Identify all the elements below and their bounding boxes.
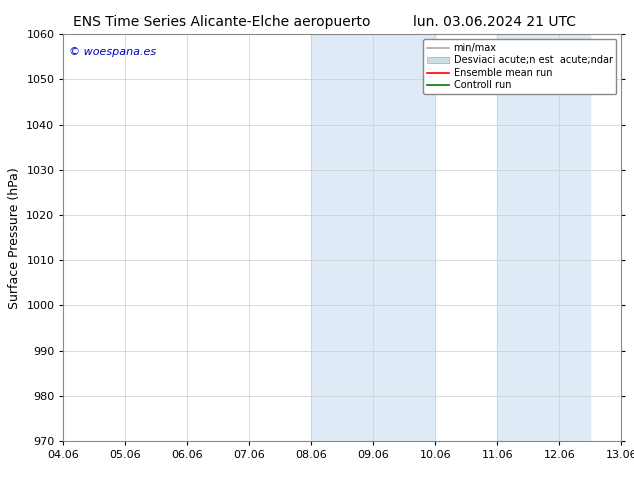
Y-axis label: Surface Pressure (hPa): Surface Pressure (hPa) (8, 167, 21, 309)
Bar (311, 34, 436, 441)
Legend: min/max, Desviaci acute;n est  acute;ndar, Ensemble mean run, Controll run: min/max, Desviaci acute;n est acute;ndar… (424, 39, 616, 94)
Text: ENS Time Series Alicante-Elche aeropuerto: ENS Time Series Alicante-Elche aeropuert… (73, 15, 371, 29)
Text: © woespana.es: © woespana.es (69, 47, 156, 56)
Bar (497, 34, 590, 441)
Text: lun. 03.06.2024 21 UTC: lun. 03.06.2024 21 UTC (413, 15, 576, 29)
